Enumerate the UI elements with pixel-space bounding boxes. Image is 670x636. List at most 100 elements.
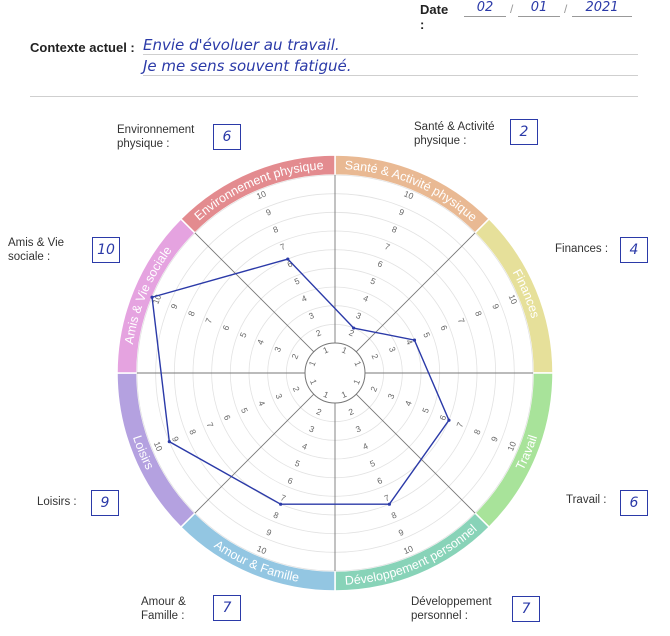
tick-label: 3 [355, 310, 363, 321]
spoke-line [194, 232, 315, 353]
tick-label: 4 [361, 441, 369, 452]
date-separator: / [564, 2, 568, 16]
amis-score-box[interactable]: 10 [92, 237, 120, 263]
tick-label: 5 [239, 406, 250, 414]
score-polygon-layer [150, 257, 451, 506]
tick-label: 6 [439, 324, 450, 332]
tick-label: 3 [385, 392, 396, 400]
developpement-score-label: Développement personnel : [411, 596, 492, 622]
tick-label: 4 [301, 441, 309, 452]
tick-label: 6 [286, 475, 294, 486]
tick-label: 9 [398, 207, 406, 218]
context-line-1[interactable]: Envie d'évoluer au travail. [143, 36, 638, 55]
tick-label: 10 [402, 543, 415, 556]
scale-ticks: 1234567891012345678910123456789101234567… [150, 188, 519, 556]
tick-label: 6 [222, 414, 233, 422]
tick-label: 1 [351, 378, 362, 386]
sante-score-box[interactable]: 2 [510, 119, 538, 145]
center-circle [304, 342, 366, 404]
tick-label: 5 [368, 458, 376, 469]
tick-label: 2 [348, 327, 356, 338]
tick-label: 7 [383, 492, 391, 503]
tick-label: 1 [308, 378, 319, 386]
loisirs-score-box[interactable]: 9 [91, 490, 119, 516]
tick-label: 10 [150, 293, 163, 306]
tick-label: 2 [370, 352, 381, 360]
tick-label: 7 [203, 316, 214, 324]
environnement-score-box[interactable]: 6 [213, 124, 241, 150]
tick-label: 10 [402, 188, 415, 201]
tick-label: 6 [220, 323, 231, 331]
amis-score-label: Amis & Vie sociale : [8, 237, 65, 263]
tick-label: 10 [255, 188, 268, 201]
score-point-travail [447, 418, 451, 422]
date-separator: / [510, 2, 514, 16]
score-point-developpement [387, 502, 391, 506]
date-day-field[interactable]: 02 [464, 0, 506, 17]
tick-label: 4 [362, 293, 370, 304]
tick-label: 3 [274, 392, 285, 400]
spoke-line [194, 393, 315, 514]
tick-label: 2 [368, 385, 379, 393]
tick-label: 9 [397, 527, 405, 538]
context-line-2[interactable]: Je me sens souvent fatigué. [143, 57, 638, 76]
tick-label: 2 [347, 406, 355, 417]
tick-label: 1 [340, 345, 348, 356]
tick-label: 2 [314, 327, 322, 338]
tick-label: 8 [473, 309, 484, 317]
tick-label: 8 [186, 309, 197, 317]
tick-label: 1 [340, 389, 348, 400]
tick-label: 3 [387, 345, 398, 353]
tick-label: 5 [369, 276, 377, 287]
finances-score-label: Finances : [555, 243, 609, 255]
finances-score-box[interactable]: 4 [620, 237, 648, 263]
date-label: Date : [420, 2, 449, 32]
tick-label: 6 [376, 475, 384, 486]
tick-label: 9 [264, 207, 272, 218]
tick-label: 7 [279, 241, 287, 252]
developpement-score-box[interactable]: 7 [512, 596, 540, 622]
tick-label: 10 [256, 543, 269, 556]
spoke-line [355, 393, 476, 514]
tick-label: 10 [152, 440, 165, 453]
tick-label: 9 [490, 302, 501, 310]
travail-score-label: Travail : [566, 494, 607, 506]
travail-score-box[interactable]: 6 [620, 490, 648, 516]
tick-label: 4 [300, 293, 308, 304]
tick-label: 1 [321, 345, 329, 356]
tick-label: 3 [272, 345, 283, 353]
date-month-field[interactable]: 01 [518, 0, 560, 17]
tick-label: 4 [403, 399, 414, 407]
tick-label: 6 [376, 258, 384, 269]
tick-label: 8 [272, 510, 280, 521]
tick-label: 9 [489, 435, 500, 443]
tick-label: 1 [352, 359, 363, 367]
tick-label: 9 [169, 302, 180, 310]
tick-label: 3 [354, 423, 362, 434]
tick-label: 5 [238, 331, 249, 339]
tick-label: 2 [291, 385, 302, 393]
tick-label: 6 [437, 413, 448, 421]
tick-label: 7 [205, 421, 216, 429]
tick-label: 8 [390, 510, 398, 521]
tick-label: 4 [255, 338, 266, 346]
tick-label: 8 [187, 428, 198, 436]
tick-label: 10 [507, 293, 520, 306]
amour-score-box[interactable]: 7 [213, 595, 241, 621]
context-line-3[interactable] [30, 78, 638, 97]
tick-label: 2 [289, 352, 300, 360]
tick-label: 7 [454, 420, 465, 428]
tick-label: 5 [293, 276, 301, 287]
tick-label: 8 [271, 224, 279, 235]
amour-score-label: Amour & Famille : [141, 596, 186, 622]
tick-label: 7 [456, 317, 467, 325]
chart-grid [136, 174, 534, 572]
tick-label: 7 [279, 492, 287, 503]
tick-label: 8 [390, 224, 398, 235]
score-point-amis [150, 295, 154, 299]
score-point-sante [352, 326, 356, 330]
sante-score-label: Santé & Activité physique : [414, 121, 495, 147]
tick-label: 9 [265, 527, 273, 538]
date-year-field[interactable]: 2021 [572, 0, 632, 17]
